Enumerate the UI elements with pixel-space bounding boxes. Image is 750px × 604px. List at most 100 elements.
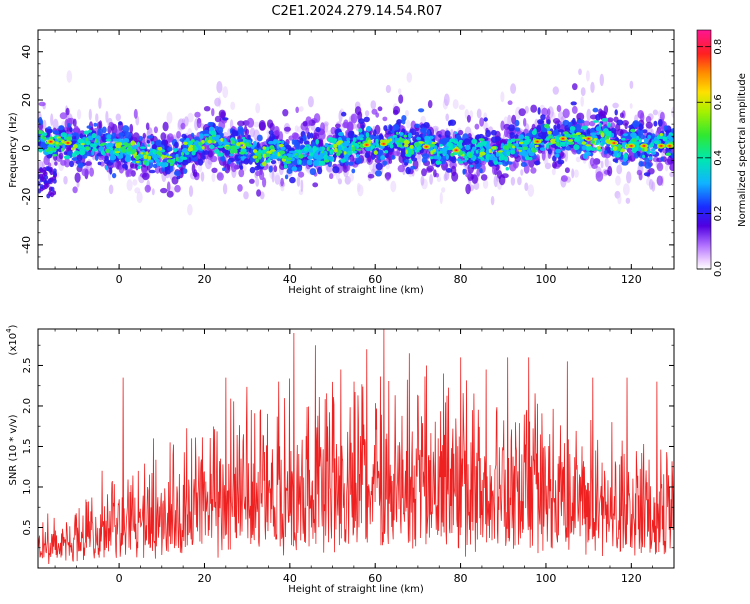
spectrogram-x-tick-label: 40 [283, 273, 297, 286]
heatmap-cell [509, 132, 516, 139]
heatmap-cell [559, 141, 567, 145]
heatmap-cell [405, 110, 409, 117]
heatmap-cell [50, 192, 54, 198]
heatmap-cell [222, 117, 229, 121]
colorbar: 0.0 0.2 0.4 0.6 0.8 Normalized spectral ampl… [696, 29, 748, 277]
heatmap-cell [299, 137, 304, 144]
heatmap-cell [142, 132, 146, 139]
heatmap-cell [282, 155, 288, 160]
heatmap-cell [126, 179, 133, 191]
heatmap-cell [246, 117, 255, 128]
heatmap-cell [465, 172, 472, 178]
heatmap-cell [155, 139, 163, 147]
heatmap-cell [92, 143, 97, 149]
heatmap-cell [45, 149, 49, 153]
heatmap-cell [105, 148, 110, 154]
heatmap-cell [454, 131, 458, 135]
heatmap-cell [458, 151, 464, 156]
snr-plot-area [38, 329, 674, 565]
heatmap-cell [629, 80, 634, 89]
heatmap-cell [227, 160, 231, 165]
heatmap-cell [338, 110, 343, 123]
heatmap-cell [450, 152, 455, 157]
heatmap-cell [124, 131, 132, 140]
heatmap-cell [146, 140, 150, 144]
heatmap-cell [643, 145, 646, 147]
heatmap-cell [571, 168, 575, 179]
heatmap-cell [567, 121, 573, 128]
heatmap-cell [469, 164, 474, 168]
heatmap-cell [262, 146, 267, 150]
heatmap-cell [105, 110, 109, 123]
heatmap-cell [239, 141, 244, 145]
heatmap-cell [364, 152, 370, 159]
heatmap-cell [45, 182, 50, 188]
heatmap-cell [239, 151, 246, 155]
heatmap-cell [346, 137, 351, 141]
heatmap-cell [222, 167, 226, 171]
heatmap-cell [77, 138, 84, 144]
heatmap-cell [573, 138, 581, 143]
heatmap-cell [526, 148, 531, 154]
heatmap-cell [129, 123, 134, 134]
heatmap-cell [501, 143, 504, 147]
heatmap-cell [38, 101, 46, 107]
heatmap-cell [181, 133, 187, 139]
heatmap-cell [401, 119, 406, 125]
heatmap-cell [462, 159, 467, 163]
heatmap-cell [612, 146, 618, 151]
heatmap-cell [77, 162, 84, 169]
heatmap-cell [71, 132, 78, 137]
heatmap-cell [462, 168, 466, 175]
heatmap-cell [137, 165, 141, 170]
heatmap-cell [320, 122, 325, 133]
heatmap-cell [188, 153, 193, 158]
heatmap-cell [216, 172, 224, 181]
heatmap-cell [468, 153, 472, 159]
heatmap-cell [589, 157, 595, 167]
heatmap-cell [399, 132, 403, 137]
heatmap-cell [285, 160, 292, 164]
heatmap-cell [294, 153, 298, 156]
snr-y-multiplier: (x104) [5, 324, 19, 355]
heatmap-cell [267, 158, 271, 163]
heatmap-cell [599, 73, 604, 87]
heatmap-cell [55, 141, 59, 145]
heatmap-cell [375, 142, 380, 149]
heatmap-cell [500, 120, 505, 131]
heatmap-cell [389, 125, 393, 131]
heatmap-cell [631, 138, 637, 143]
heatmap-cell [524, 135, 530, 140]
heatmap-cell [284, 126, 291, 132]
spectrogram-x-tick-label: 100 [535, 273, 556, 286]
heatmap-cell [390, 155, 396, 160]
colorbar-tick-label: 0.4 [713, 150, 724, 166]
spectrogram-y-label: Frequency (Hz) [8, 112, 19, 188]
heatmap-cell [580, 96, 584, 107]
heatmap-cell [152, 163, 158, 169]
snr-panel: 0 20 40 60 80 100 120 0.5 1.0 1.5 2.0 2.5 Height of… [5, 324, 675, 595]
heatmap-cell [505, 146, 509, 151]
heatmap-cell [354, 106, 362, 116]
heatmap-cell [622, 133, 629, 137]
heatmap-cell [520, 162, 528, 167]
heatmap-cell [623, 183, 630, 196]
heatmap-cell [52, 178, 57, 184]
heatmap-cell [153, 126, 158, 134]
heatmap-cell [252, 140, 257, 147]
heatmap-cell [480, 157, 485, 162]
heatmap-cell [198, 158, 204, 166]
heatmap-cell [425, 146, 428, 148]
heatmap-cell [118, 132, 125, 137]
heatmap-cell [43, 136, 47, 141]
heatmap-cell [125, 143, 128, 148]
heatmap-cell [595, 171, 604, 182]
heatmap-cell [109, 154, 117, 161]
heatmap-cell [371, 108, 378, 115]
heatmap-cell [541, 107, 548, 117]
heatmap-cell [444, 170, 450, 181]
heatmap-cell [287, 157, 292, 160]
heatmap-cell [391, 139, 395, 144]
heatmap-cell [510, 138, 516, 143]
heatmap-cell [60, 160, 67, 166]
